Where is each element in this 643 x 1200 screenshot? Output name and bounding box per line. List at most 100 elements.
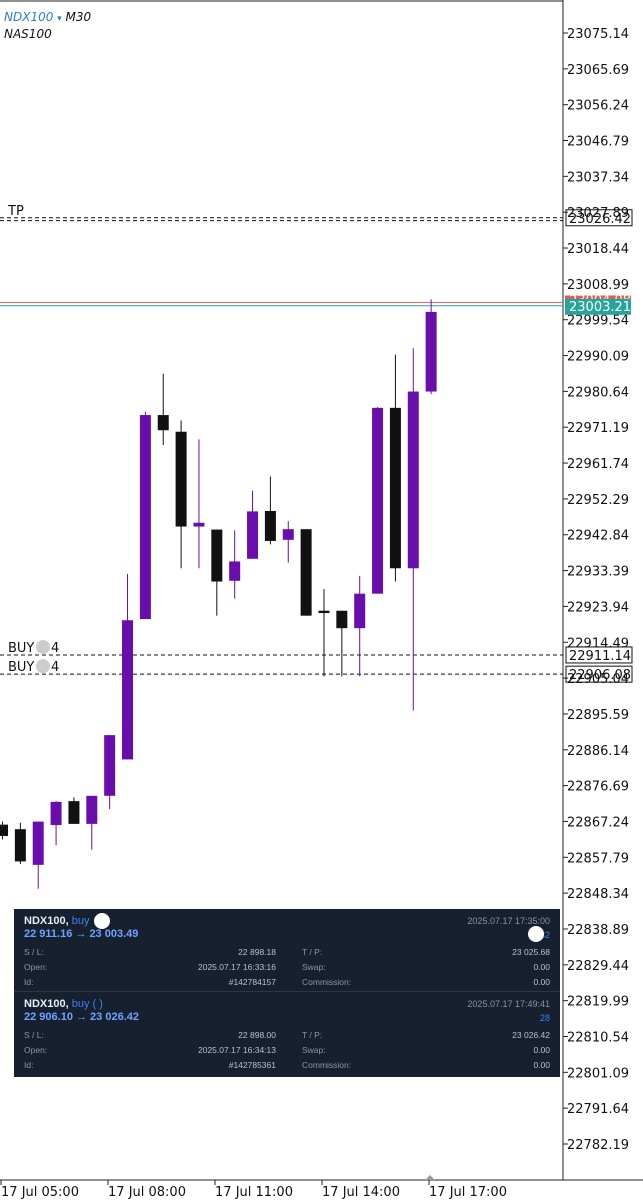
redaction-dot-icon [36, 639, 50, 654]
y-tick-label: 22952.29 [567, 493, 629, 508]
position-profit: 28 [539, 1013, 550, 1023]
level-price-box [565, 209, 633, 227]
y-axis-labels: 23075.14 23065.69 23056.24 23046.79 23037.34… [563, 27, 629, 1153]
y-tick-label: 22867.24 [567, 815, 629, 830]
position-card[interactable]: NDX100, buy ( ) 22 906.10 → 23 026.42 20… [14, 992, 560, 1074]
candle-body[interactable] [139, 415, 151, 620]
candle-body[interactable] [264, 511, 276, 541]
x-axis-labels: 17 Jul 05:00 17 Jul 08:00 17 Jul 11:00 17 J… [0, 1180, 507, 1200]
candle-body[interactable] [50, 801, 62, 826]
open-value: 2025.07.17 16:34:13 [198, 1045, 276, 1055]
redaction-dot-icon [94, 913, 110, 929]
timeframe-label[interactable]: M30 [65, 10, 92, 24]
y-tick-label: 22961.74 [567, 457, 629, 472]
position-profit: 32 [539, 930, 550, 940]
redaction-dot-icon [36, 659, 50, 674]
y-tick-label: 22905.04 [567, 672, 629, 687]
tp-value: 23 026.42 [512, 1030, 550, 1040]
level-volume: 4 [51, 660, 59, 675]
id-value: #142785361 [228, 1060, 276, 1070]
candle-body[interactable] [122, 620, 134, 760]
x-tick-label: 17 Jul 17:00 [429, 1185, 507, 1200]
y-tick-label: 22848.34 [567, 887, 629, 902]
commission-label: Commission: [302, 1060, 352, 1070]
y-tick-label: 23075.14 [567, 27, 629, 42]
id-value: #142784157 [228, 977, 276, 987]
open-label: Open: [24, 962, 48, 972]
x-tick-label: 17 Jul 05:00 [1, 1185, 79, 1200]
candle-body[interactable] [336, 610, 348, 629]
y-tick-label: 22999.54 [567, 314, 629, 329]
id-label: Id: [24, 977, 34, 987]
candle-body[interactable] [407, 391, 419, 569]
redacted-bracket: ( ) [92, 998, 103, 1010]
tp-label: T / P: [302, 947, 323, 957]
commission-value: 0.00 [533, 977, 550, 987]
redaction-dot-icon [528, 926, 544, 942]
x-tick-label: 17 Jul 08:00 [108, 1185, 186, 1200]
position-row-sl-tp: S / L: 22 898.00 T / P: 23 026.42 [24, 1030, 550, 1041]
position-time: 2025.07.17 17:49:41 [467, 999, 550, 1009]
id-label: Id: [24, 1060, 34, 1070]
open-value: 2025.07.17 16:33:16 [198, 962, 276, 972]
swap-label: Swap: [302, 962, 326, 972]
level-price-label: 22906.08 [569, 668, 631, 683]
level-label: TP [7, 204, 24, 219]
candle-body[interactable] [229, 561, 241, 581]
candle-body[interactable] [32, 821, 44, 865]
y-tick-label: 22923.94 [567, 600, 629, 615]
candle-body[interactable] [68, 801, 80, 824]
position-title: NDX100, buy [24, 915, 89, 927]
level-price-label: 23026.42 [569, 212, 631, 227]
position-prices: 22 906.10 → 23 026.42 [24, 1011, 139, 1023]
candle-body[interactable] [157, 415, 169, 431]
position-symbol: NDX100, [24, 998, 69, 1010]
swap-label: Swap: [302, 1045, 326, 1055]
candle-body[interactable] [14, 829, 26, 862]
candle-body[interactable] [211, 529, 223, 582]
sl-label: S / L: [24, 1030, 44, 1040]
y-tick-label: 22914.49 [567, 636, 629, 651]
candle-body[interactable] [300, 529, 312, 616]
candle-body[interactable] [175, 431, 187, 527]
level-label: BUY [8, 660, 34, 675]
candle-body[interactable] [425, 311, 437, 392]
position-row-sl-tp: S / L: 22 898.18 T / P: 23 025.68 [24, 947, 550, 958]
sl-value: 22 898.18 [238, 947, 276, 957]
y-tick-label: 23046.79 [567, 135, 629, 150]
bid-price-label: 23003.21 [569, 300, 631, 315]
symbol-dropdown-icon[interactable]: ▾ [57, 14, 62, 24]
candle-body[interactable] [0, 824, 8, 837]
candle-body[interactable] [193, 522, 205, 527]
y-tick-label: 23027.89 [567, 206, 629, 221]
y-tick-label: 22838.89 [567, 923, 629, 938]
position-card[interactable]: NDX100, buy 22 911.16 → 23 003.49 2025.0… [14, 909, 560, 992]
candle-body[interactable] [104, 735, 116, 796]
level-label: BUY [8, 641, 34, 656]
y-tick-label: 22895.59 [567, 708, 629, 723]
symbol-description: NAS100 [4, 27, 52, 41]
y-tick-label: 22857.79 [567, 851, 629, 866]
position-type: buy [71, 915, 90, 927]
sl-label: S / L: [24, 947, 44, 957]
y-tick-label: 22971.19 [567, 421, 629, 436]
x-tick-label: 17 Jul 11:00 [215, 1185, 293, 1200]
y-tick-label: 22829.44 [567, 959, 629, 974]
commission-label: Commission: [302, 977, 352, 987]
position-time: 2025.07.17 17:35:00 [467, 916, 550, 926]
position-row-id-commission: Id: #142785361 Commission: 0.00 [24, 1060, 550, 1071]
candles [0, 299, 437, 889]
position-row-open-swap: Open: 2025.07.17 16:34:13 Swap: 0.00 [24, 1045, 550, 1056]
scroll-marker-icon[interactable] [425, 1175, 435, 1180]
candle-body[interactable] [318, 610, 330, 614]
y-tick-label: 22980.64 [567, 385, 629, 400]
candle-body[interactable] [372, 407, 384, 594]
symbol-name[interactable]: NDX100 [4, 10, 54, 24]
candle-body[interactable] [354, 593, 366, 629]
sl-value: 22 898.00 [238, 1030, 276, 1040]
candle-body[interactable] [247, 511, 259, 559]
candle-body[interactable] [86, 795, 98, 824]
candle-body[interactable] [389, 407, 401, 569]
candle-body[interactable] [282, 529, 294, 540]
open-label: Open: [24, 1045, 48, 1055]
